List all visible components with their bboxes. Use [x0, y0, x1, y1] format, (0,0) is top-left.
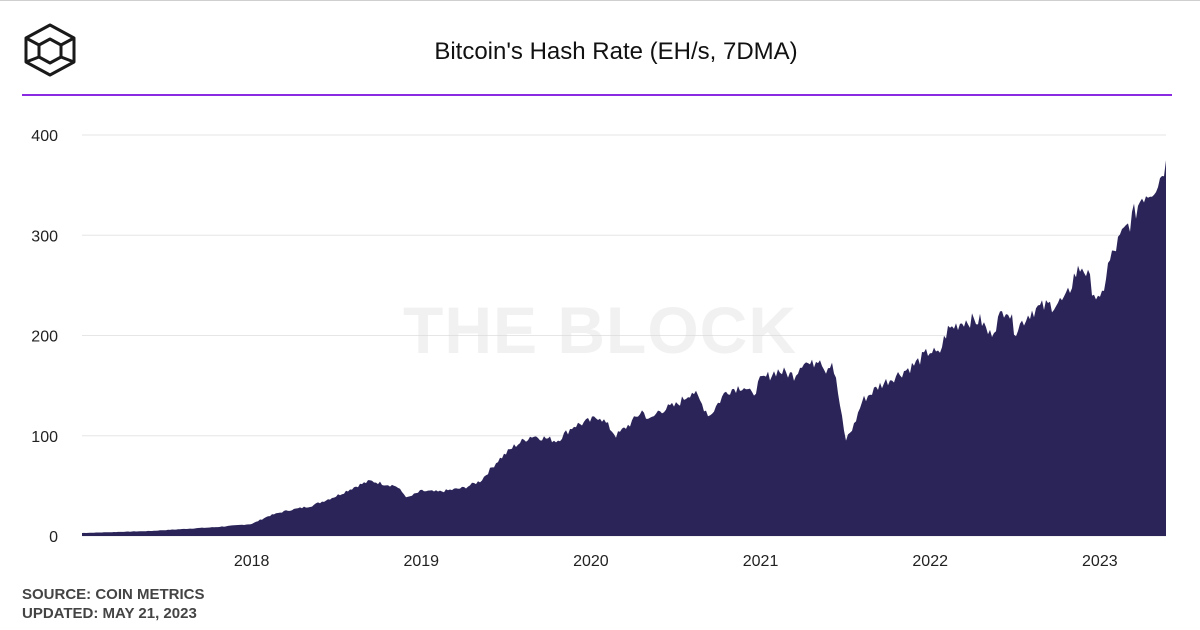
y-tick-label: 100 — [31, 429, 58, 446]
x-tick-label: 2020 — [573, 553, 609, 570]
footer-source-block: SOURCE: COIN METRICS UPDATED: MAY 21, 20… — [22, 585, 205, 623]
x-tick-label: 2021 — [743, 553, 779, 570]
top-border — [0, 0, 1200, 1]
y-tick-label: 0 — [49, 529, 58, 546]
title-divider — [22, 94, 1172, 96]
source-label: SOURCE: COIN METRICS — [22, 586, 205, 603]
the-block-cube-logo — [24, 23, 76, 77]
x-tick-label: 2023 — [1082, 553, 1118, 570]
hash-rate-area — [82, 160, 1166, 536]
x-tick-label: 2019 — [403, 553, 439, 570]
x-tick-label: 2022 — [912, 553, 948, 570]
y-tick-label: 400 — [31, 128, 58, 145]
watermark: THE BLOCK — [403, 293, 797, 367]
chart-title: Bitcoin's Hash Rate (EH/s, 7DMA) — [434, 38, 798, 65]
y-tick-label: 200 — [31, 329, 58, 346]
hash-rate-area-chart: 0 100 200 300 400 2018 2019 2020 2021 2022 2023 — [31, 128, 1166, 570]
x-tick-label: 2018 — [234, 553, 270, 570]
y-tick-label: 300 — [31, 228, 58, 245]
updated-label: UPDATED: MAY 21, 2023 — [22, 605, 197, 622]
